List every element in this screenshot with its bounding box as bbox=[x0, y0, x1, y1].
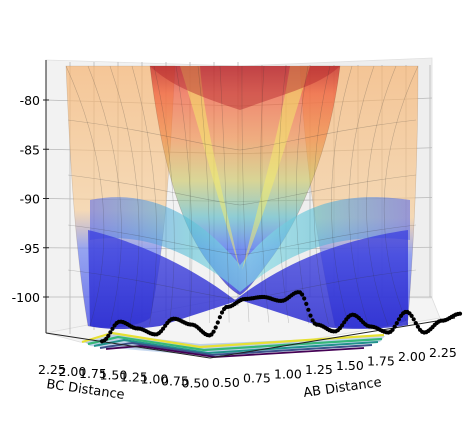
mesh-line bbox=[383, 65, 419, 327]
trajectory-point bbox=[396, 317, 401, 322]
trajectory-point bbox=[110, 326, 115, 331]
trajectory bbox=[99, 290, 463, 344]
trajectory-point bbox=[308, 313, 313, 318]
bc-tick-label: 1.25 bbox=[120, 370, 148, 385]
z-tick-label: -95 bbox=[20, 241, 40, 256]
contour-line-navy bbox=[99, 341, 373, 357]
trajectory-point bbox=[108, 330, 113, 335]
ab-tick-label: 0.50 bbox=[212, 375, 240, 390]
z-tick-label: -90 bbox=[20, 192, 40, 207]
energy-surface bbox=[65, 65, 419, 329]
bc-tick-label: 0.75 bbox=[161, 373, 189, 388]
z-axis-ticks: -80 -85 -90 -95 -100 bbox=[12, 93, 49, 305]
trajectory-point bbox=[415, 324, 420, 329]
mesh-line bbox=[175, 65, 193, 324]
ab-axis-label: AB Distance bbox=[302, 375, 382, 401]
mesh-line bbox=[278, 65, 290, 324]
mesh-line bbox=[296, 65, 309, 324]
surface-yellow-ridge-left bbox=[180, 66, 240, 270]
trajectory-point bbox=[409, 313, 414, 318]
mesh-line bbox=[219, 65, 230, 323]
bc-tick-label: 2.25 bbox=[38, 362, 66, 377]
z-tick-label: -80 bbox=[20, 93, 40, 108]
trajectory-point bbox=[457, 311, 463, 316]
mesh-line bbox=[67, 174, 417, 206]
trajectory-point bbox=[342, 320, 347, 325]
trajectory-point bbox=[213, 325, 218, 330]
ab-tick-label: 2.00 bbox=[398, 349, 426, 364]
bc-tick-label: 0.50 bbox=[182, 375, 210, 390]
trajectory-point bbox=[411, 317, 416, 322]
surface-mesh bbox=[65, 65, 419, 327]
surface-yellow-ridge-right bbox=[242, 66, 310, 270]
z-tick-label: -85 bbox=[20, 142, 40, 157]
mesh-line bbox=[348, 65, 375, 326]
trajectory-point bbox=[304, 301, 309, 306]
trajectory-point bbox=[217, 315, 222, 320]
mesh-line bbox=[313, 65, 331, 325]
trajectory-point bbox=[219, 310, 225, 315]
trajectory-point bbox=[104, 336, 109, 341]
mesh-line bbox=[65, 65, 105, 327]
trajectory-point bbox=[211, 329, 216, 334]
z-tick-label: -100 bbox=[12, 290, 40, 305]
trajectory-point bbox=[310, 318, 315, 323]
axis-frame bbox=[45, 60, 456, 359]
bc-tick-label: 1.75 bbox=[79, 366, 107, 381]
ab-tick-label: 1.25 bbox=[305, 362, 333, 377]
y-axis-line bbox=[45, 332, 211, 359]
trajectory-point bbox=[390, 327, 395, 332]
bc-axis-ticks: 2.252.001.751.501.251.000.750.50 bbox=[38, 362, 209, 390]
surface-red-cap bbox=[150, 66, 340, 110]
mesh-line bbox=[197, 65, 211, 324]
bc-tick-label: 2.00 bbox=[59, 364, 87, 379]
contour-line-purple bbox=[105, 345, 365, 358]
trajectory-point bbox=[340, 323, 345, 328]
trajectory-point bbox=[161, 326, 166, 331]
ab-axis-ticks: 0.50 0.75 1.00 1.25 1.50 1.75 2.00 2.25 bbox=[212, 345, 457, 390]
trajectory-point bbox=[413, 321, 418, 326]
trajectory-point bbox=[106, 333, 111, 338]
trajectory-point bbox=[392, 324, 397, 329]
ab-tick-label: 1.00 bbox=[274, 366, 302, 381]
surface-valley-floor bbox=[88, 230, 408, 329]
x-axis-line bbox=[209, 317, 456, 359]
surface-cyan-band bbox=[90, 197, 410, 292]
mesh-line bbox=[131, 65, 157, 325]
bc-tick-label: 1.00 bbox=[141, 372, 169, 387]
mesh-line bbox=[67, 119, 417, 151]
ab-tick-label: 1.75 bbox=[367, 354, 395, 369]
trajectory-point bbox=[394, 321, 399, 326]
mesh-line bbox=[260, 65, 270, 323]
mesh-line bbox=[331, 65, 353, 325]
trajectory-point bbox=[215, 320, 220, 325]
ab-tick-label: 0.75 bbox=[243, 371, 271, 386]
mesh-line bbox=[109, 65, 140, 326]
ab-tick-label: 2.25 bbox=[429, 345, 457, 360]
mesh-line bbox=[87, 65, 122, 326]
mesh-line bbox=[67, 224, 417, 256]
mesh-line bbox=[241, 65, 250, 323]
ab-tick-label: 1.50 bbox=[336, 358, 364, 373]
mesh-line bbox=[366, 65, 397, 326]
trajectory-point bbox=[306, 307, 311, 312]
bc-tick-label: 1.50 bbox=[100, 368, 128, 383]
contour-line-yellow bbox=[81, 331, 385, 349]
trajectory-point bbox=[302, 296, 307, 301]
trajectory-point bbox=[300, 292, 305, 297]
mesh-line bbox=[153, 65, 175, 325]
